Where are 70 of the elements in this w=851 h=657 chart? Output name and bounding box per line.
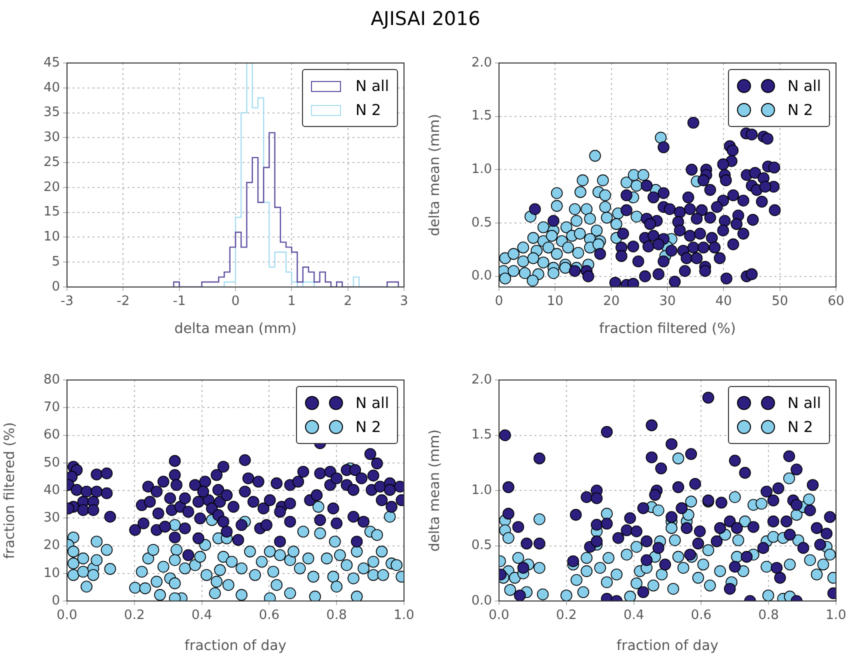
x-tick-label: 1.0 bbox=[826, 608, 846, 624]
y-tick-label: 15 bbox=[43, 204, 60, 220]
x-tick-label: 50 bbox=[772, 294, 788, 310]
x-tick-label: 0.8 bbox=[758, 608, 779, 624]
x-tick-label: 0 bbox=[231, 294, 240, 310]
y-tick-label: 80 bbox=[43, 372, 60, 388]
x-tick-label: 0.6 bbox=[690, 608, 712, 624]
x-tick-label: -3 bbox=[60, 294, 74, 310]
x-tick-label: 2 bbox=[344, 294, 352, 310]
x-tick-label: -1 bbox=[172, 294, 186, 310]
y-tick-label: 45 bbox=[43, 55, 60, 70]
x-tick-label: 20 bbox=[603, 294, 620, 310]
y-axis-title: delta mean (mm) bbox=[427, 429, 444, 552]
x-tick-label: 60 bbox=[828, 294, 844, 310]
y-tick-label: 10 bbox=[43, 230, 60, 245]
y-tick-label: 0.5 bbox=[471, 215, 492, 230]
y-tick-label: 40 bbox=[43, 80, 60, 96]
y-tick-label: 50 bbox=[43, 455, 60, 470]
y-tick-label: 30 bbox=[43, 510, 60, 526]
x-tick-label: 0.8 bbox=[326, 608, 347, 624]
x-axis-title: delta mean (mm) bbox=[174, 321, 297, 338]
legend-label: N 2 bbox=[787, 101, 814, 119]
x-axis-title: fraction of day bbox=[616, 638, 718, 654]
x-tick-label: 0.0 bbox=[488, 608, 510, 624]
y-tick-label: 0.0 bbox=[471, 268, 492, 284]
x-tick-label: 0.2 bbox=[124, 608, 145, 624]
x-tick-label: 30 bbox=[659, 294, 676, 310]
y-tick-label: 30 bbox=[43, 130, 60, 146]
y-tick-label: 1.0 bbox=[471, 482, 492, 498]
legend-label: N 2 bbox=[355, 418, 382, 436]
y-tick-label: 20 bbox=[43, 180, 60, 195]
y-tick-label: 1.0 bbox=[471, 162, 492, 178]
y-tick-label: 0.5 bbox=[471, 538, 492, 554]
legend-label: N all bbox=[787, 394, 821, 412]
x-tick-label: 0.4 bbox=[623, 608, 644, 624]
y-tick-label: 1.5 bbox=[471, 108, 492, 124]
y-tick-label: 35 bbox=[43, 105, 60, 120]
legend-label: N all bbox=[355, 77, 389, 95]
y-tick-label: 2.0 bbox=[471, 55, 492, 70]
y-tick-label: 0 bbox=[52, 593, 60, 608]
y-tick-label: 1.5 bbox=[471, 428, 492, 443]
y-tick-label: 40 bbox=[43, 482, 60, 498]
y-tick-label: 60 bbox=[43, 428, 60, 443]
legend-label: N all bbox=[355, 394, 389, 412]
x-tick-label: 40 bbox=[715, 294, 732, 310]
chart-title: AJISAI 2016 bbox=[370, 8, 482, 30]
x-tick-label: 3 bbox=[400, 294, 408, 310]
legend-label: N all bbox=[787, 77, 821, 95]
x-tick-label: 10 bbox=[546, 294, 564, 310]
legend-label: N 2 bbox=[787, 418, 814, 436]
y-axis-title: fraction filtered (%) bbox=[2, 422, 18, 559]
x-axis-title: fraction of day bbox=[184, 638, 286, 654]
x-tick-label: 1.0 bbox=[394, 608, 414, 624]
x-axis-title: fraction filtered (%) bbox=[599, 321, 736, 338]
y-tick-label: 0.0 bbox=[471, 593, 492, 608]
y-tick-label: 0 bbox=[52, 279, 60, 294]
x-tick-label: 0.6 bbox=[258, 608, 280, 624]
y-tick-label: 70 bbox=[43, 400, 60, 415]
y-tick-label: 25 bbox=[43, 154, 60, 170]
x-tick-label: 1 bbox=[288, 294, 296, 310]
y-tick-label: 10 bbox=[43, 566, 60, 581]
y-tick-label: 20 bbox=[43, 538, 60, 554]
x-tick-label: 0.4 bbox=[191, 608, 212, 624]
x-tick-label: 0 bbox=[494, 294, 504, 310]
y-tick-label: 5 bbox=[52, 254, 60, 270]
legend-label: N 2 bbox=[355, 101, 382, 119]
y-axis-title: delta mean (mm) bbox=[427, 114, 444, 236]
y-tick-label: 2.0 bbox=[471, 372, 492, 388]
x-tick-label: 0.2 bbox=[556, 608, 577, 624]
x-tick-label: -2 bbox=[116, 294, 130, 310]
